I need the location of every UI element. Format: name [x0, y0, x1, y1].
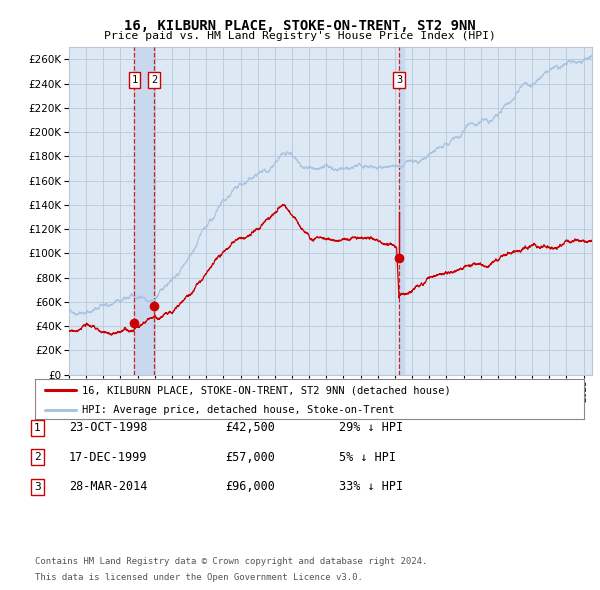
Text: HPI: Average price, detached house, Stoke-on-Trent: HPI: Average price, detached house, Stok… [82, 405, 394, 415]
Text: 33% ↓ HPI: 33% ↓ HPI [339, 480, 403, 493]
Text: Contains HM Land Registry data © Crown copyright and database right 2024.: Contains HM Land Registry data © Crown c… [35, 557, 427, 566]
Text: 16, KILBURN PLACE, STOKE-ON-TRENT, ST2 9NN: 16, KILBURN PLACE, STOKE-ON-TRENT, ST2 9… [124, 19, 476, 33]
Text: £57,000: £57,000 [225, 451, 275, 464]
Text: £96,000: £96,000 [225, 480, 275, 493]
Text: 1: 1 [131, 75, 137, 85]
Text: 3: 3 [396, 75, 402, 85]
Text: 29% ↓ HPI: 29% ↓ HPI [339, 421, 403, 434]
Text: 28-MAR-2014: 28-MAR-2014 [69, 480, 148, 493]
Bar [399, 47, 404, 375]
Text: This data is licensed under the Open Government Licence v3.0.: This data is licensed under the Open Gov… [35, 572, 362, 582]
Text: £42,500: £42,500 [225, 421, 275, 434]
Text: Price paid vs. HM Land Registry's House Price Index (HPI): Price paid vs. HM Land Registry's House … [104, 31, 496, 41]
Text: 1: 1 [34, 423, 41, 432]
Bar [134, 47, 154, 375]
Text: 17-DEC-1999: 17-DEC-1999 [69, 451, 148, 464]
Text: 16, KILBURN PLACE, STOKE-ON-TRENT, ST2 9NN (detached house): 16, KILBURN PLACE, STOKE-ON-TRENT, ST2 9… [82, 385, 450, 395]
Text: 23-OCT-1998: 23-OCT-1998 [69, 421, 148, 434]
Text: 5% ↓ HPI: 5% ↓ HPI [339, 451, 396, 464]
Text: 2: 2 [34, 453, 41, 462]
Text: 2: 2 [151, 75, 157, 85]
Text: 3: 3 [34, 482, 41, 491]
